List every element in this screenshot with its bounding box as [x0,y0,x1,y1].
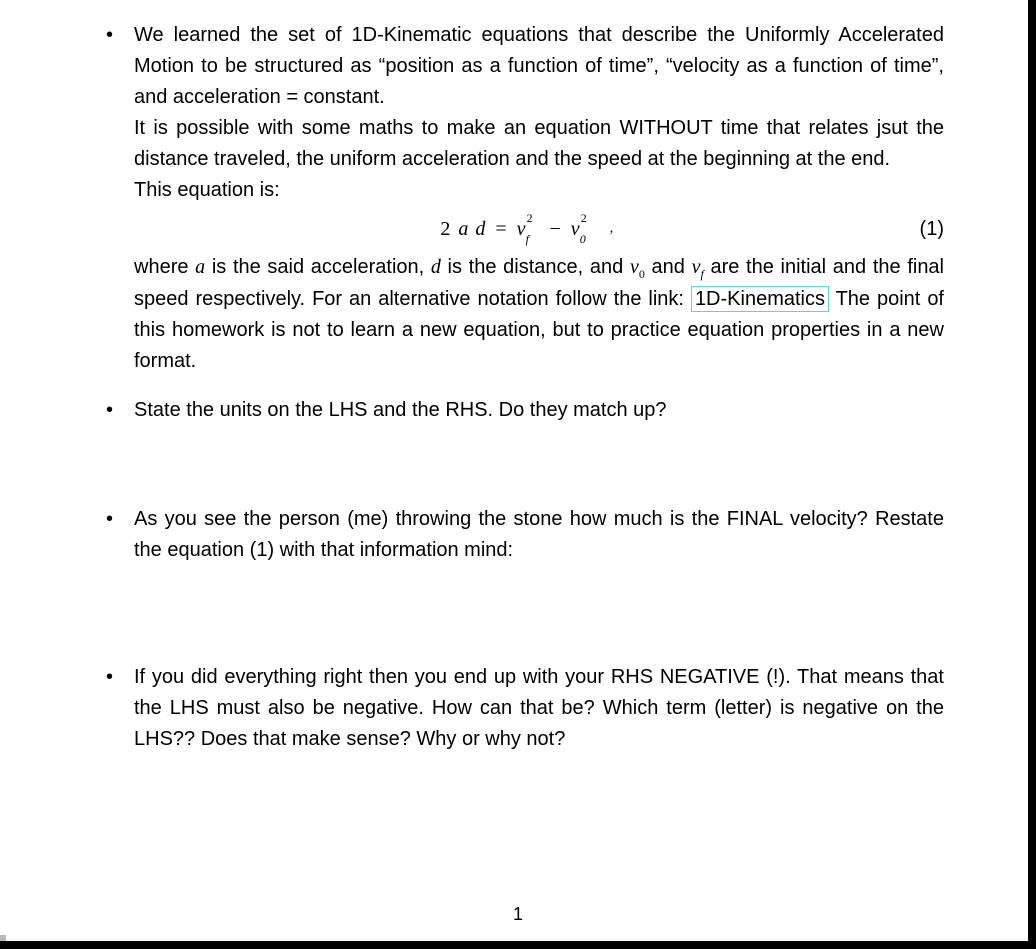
page-number: 1 [0,904,1036,925]
item1-p4d: and [645,256,692,278]
item1-p4c: is the distance, and [441,256,630,278]
eq-a: a [458,214,468,245]
equation-number: (1) [920,214,944,245]
bullet-item-4: If you did everything right then you end… [92,662,944,755]
eq-minus: − [542,214,569,245]
kinematics-link[interactable]: 1D-Kinematics [691,286,829,312]
right-border-bar [1028,0,1036,949]
bullet-list: We learned the set of 1D-Kinematic equat… [92,20,944,755]
item1-p4a: where [134,256,195,278]
bottom-border-bar [0,941,1036,949]
equation-row: 2 a d = v f 2 − v 0 2 [134,214,944,244]
var-d: d [431,256,441,278]
var-vf: vf [692,256,704,278]
item1-para1: We learned the set of 1D-Kinematic equat… [134,20,944,113]
equation-1: 2 a d = v f 2 − v 0 2 [134,214,920,245]
eq-vf-squared: v f 2 [517,214,526,245]
document-page: We learned the set of 1D-Kinematic equat… [0,0,1036,949]
eq-v0-squared: v 0 2 [571,214,580,245]
bullet-item-3: As you see the person (me) throwing the … [92,504,944,566]
eq-two: 2 [440,214,450,245]
item1-para4: where a is the said acceleration, d is t… [134,252,944,377]
var-v0: v0 [630,256,645,278]
bullet-item-2: State the units on the LHS and the RHS. … [92,395,944,426]
item1-para2: It is possible with some maths to make a… [134,113,944,175]
eq-comma: , [610,218,614,240]
corner-shadow [0,935,6,941]
bullet-item-1: We learned the set of 1D-Kinematic equat… [92,20,944,377]
eq-equals: = [487,214,514,245]
var-a: a [195,256,205,278]
eq-d: d [475,214,485,245]
item1-para3: This equation is: [134,175,944,206]
item1-p4b: is the said acceleration, [205,256,431,278]
